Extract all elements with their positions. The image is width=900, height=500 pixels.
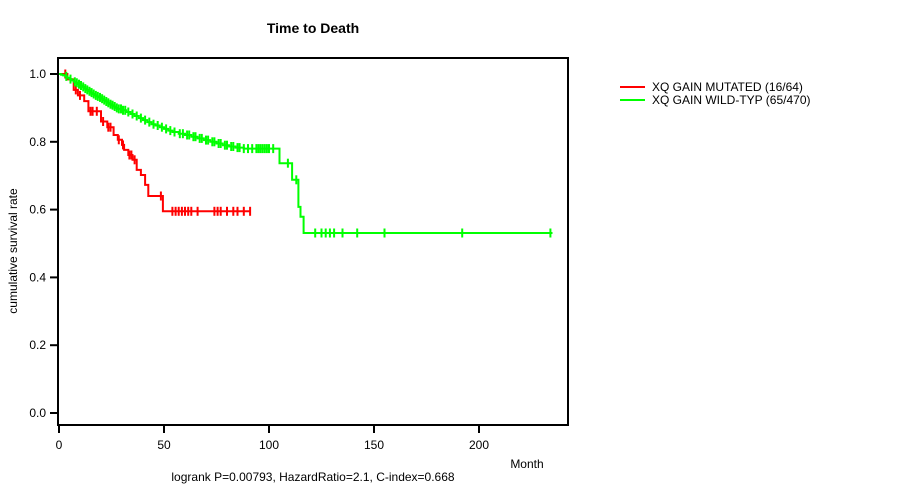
y-tick-label: 1.0: [29, 67, 46, 81]
x-tick-label: 200: [469, 438, 489, 452]
y-axis: 0.0 0.2 0.4 0.6 0.8 1.0: [29, 67, 58, 420]
legend-line-red: [620, 85, 645, 88]
y-tick-label: 0.4: [29, 270, 46, 284]
x-tick-label: 100: [259, 438, 279, 452]
y-tick-label: 0.2: [29, 338, 46, 352]
y-tick-label: 0.0: [29, 406, 46, 420]
legend-label-mutated: XQ GAIN MUTATED (16/64): [652, 79, 803, 94]
series-wildtype: [59, 71, 553, 238]
legend-label-wildtype: XQ GAIN WILD-TYP (65/470): [652, 92, 811, 107]
legend-item-mutated: XQ GAIN MUTATED (16/64): [620, 79, 811, 94]
x-tick-label: 150: [364, 438, 384, 452]
survival-curve: [59, 73, 251, 213]
y-tick-label: 0.6: [29, 203, 46, 217]
chart-title: Time to Death: [266, 20, 360, 36]
x-axis: 0 50 100 150 200: [56, 425, 489, 452]
plot-box: [57, 57, 569, 426]
stats-footnote: logrank P=0.00793, HazardRatio=2.1, C-in…: [171, 470, 455, 484]
legend-item-wildtype: XQ GAIN WILD-TYP (65/470): [620, 92, 811, 107]
legend: XQ GAIN MUTATED (16/64) XQ GAIN WILD-TYP…: [620, 79, 811, 107]
x-tick-label: 0: [56, 438, 63, 452]
series-mutated: [59, 69, 252, 216]
survival-curve: [59, 73, 553, 234]
y-tick-label: 0.8: [29, 135, 46, 149]
x-axis-title: Month: [510, 457, 544, 471]
legend-line-green: [620, 98, 645, 101]
x-tick-label: 50: [157, 438, 171, 452]
